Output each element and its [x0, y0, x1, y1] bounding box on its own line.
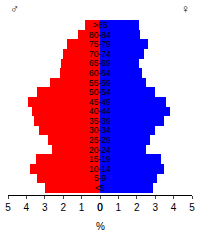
svg-text:5: 5 [5, 202, 11, 213]
svg-text:0: 0 [97, 202, 103, 213]
svg-text:60-64: 60-64 [89, 68, 111, 78]
svg-text:75-79: 75-79 [89, 39, 111, 49]
svg-text:30-34: 30-34 [89, 125, 111, 135]
svg-text:3: 3 [152, 202, 158, 213]
svg-text:4: 4 [24, 202, 30, 213]
svg-text:♂: ♂ [10, 2, 19, 16]
svg-text:70-74: 70-74 [89, 49, 111, 59]
svg-text:55-59: 55-59 [89, 78, 111, 88]
svg-text:3: 3 [42, 202, 48, 213]
svg-text:50-54: 50-54 [89, 87, 111, 97]
svg-text:%: % [96, 221, 105, 231]
svg-text:1: 1 [79, 202, 85, 213]
svg-text:25-29: 25-29 [89, 135, 111, 145]
svg-text:5: 5 [189, 202, 195, 213]
svg-text:10-14: 10-14 [89, 164, 111, 174]
svg-text:45-49: 45-49 [89, 97, 111, 107]
svg-text:2: 2 [134, 202, 140, 213]
svg-text:80-84: 80-84 [89, 30, 111, 40]
svg-text:>85: >85 [93, 20, 108, 30]
svg-text:4: 4 [171, 202, 177, 213]
svg-text:<5: <5 [95, 183, 105, 193]
svg-text:65-69: 65-69 [89, 58, 111, 68]
svg-text:15-19: 15-19 [89, 154, 111, 164]
svg-text:20-24: 20-24 [89, 145, 111, 155]
svg-text:40-44: 40-44 [89, 106, 111, 116]
svg-text:2: 2 [60, 202, 66, 213]
svg-text:5-9: 5-9 [94, 173, 107, 183]
svg-text:♀: ♀ [181, 2, 190, 16]
svg-text:35-39: 35-39 [89, 116, 111, 126]
svg-text:0: 0 [97, 202, 103, 213]
svg-text:1: 1 [116, 202, 122, 213]
